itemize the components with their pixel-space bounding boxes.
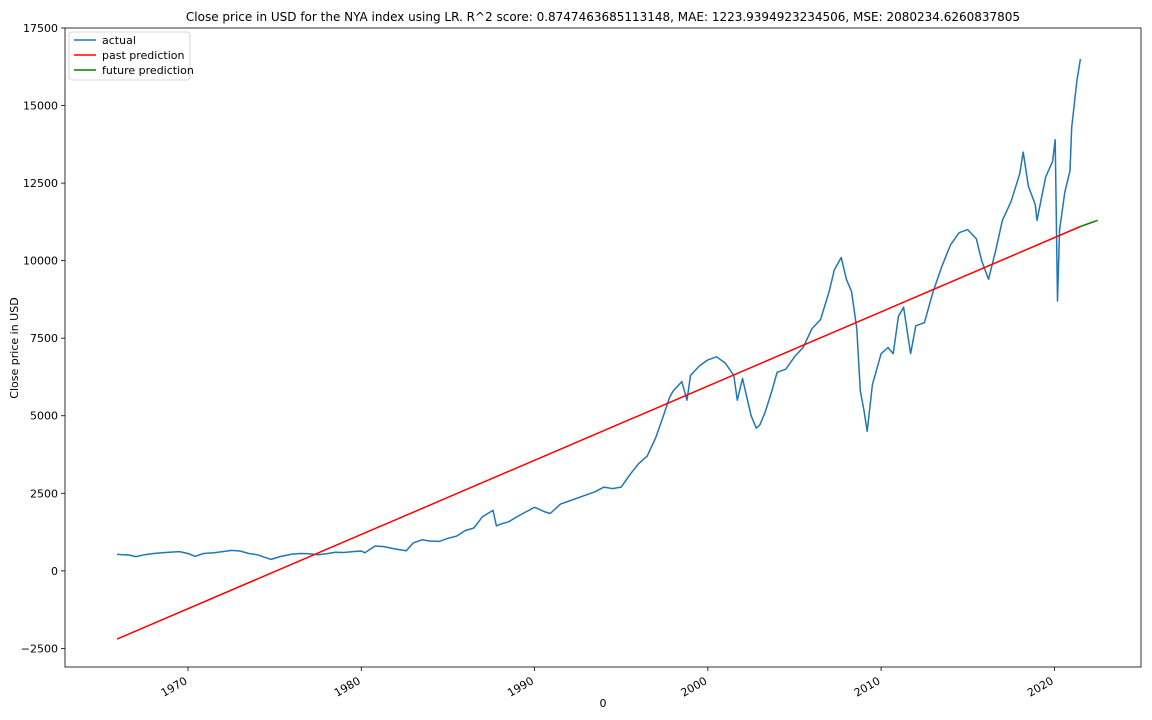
legend-label-actual: actual: [102, 34, 136, 47]
chart-title: Close price in USD for the NYA index usi…: [186, 10, 1020, 24]
legend-label-past-prediction: past prediction: [102, 49, 184, 62]
y-tick-label: 2500: [30, 487, 58, 500]
series-line-future-prediction: [1080, 219, 1098, 228]
y-tick-label: 10000: [23, 255, 58, 268]
y-tick-label: 7500: [30, 332, 58, 345]
legend-box: [68, 31, 191, 81]
y-tick-label: 17500: [23, 22, 58, 35]
legend-label-future-prediction: future prediction: [102, 64, 194, 77]
y-axis: −2500 0 2500 5000 7500 10000 12500 15000 17500: [21, 22, 65, 655]
y-tick-label: 12500: [23, 177, 58, 190]
y-tick-label: 0: [51, 565, 58, 578]
y-tick-label: 5000: [30, 410, 58, 423]
y-tick-label: 15000: [23, 100, 58, 113]
y-tick-label: −2500: [21, 642, 58, 655]
x-axis-label: 0: [600, 697, 607, 710]
axes-frame: [64, 27, 1142, 668]
legend: actual past prediction future prediction: [68, 31, 194, 81]
series-line-past-prediction: [116, 225, 1081, 640]
series-group: [116, 58, 1098, 640]
y-axis-label: Close price in USD: [8, 297, 21, 398]
